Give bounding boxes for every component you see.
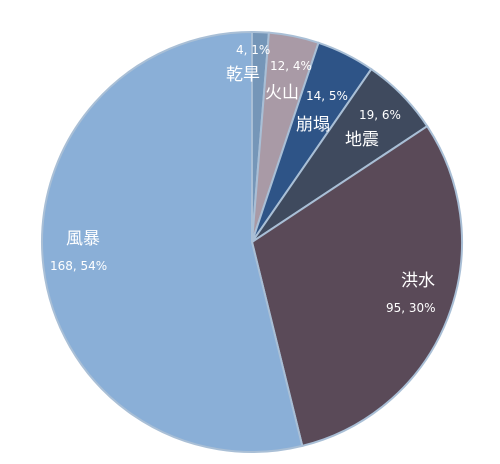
label-volcano-name: 火山 xyxy=(265,83,299,103)
label-earthquake-value: 19, 6% xyxy=(359,108,401,122)
label-earthquake-name: 地震 xyxy=(345,130,379,150)
pie-slice-4 xyxy=(250,124,463,448)
label-flood-value: 95, 30% xyxy=(386,301,436,315)
label-volcano-value: 12, 4% xyxy=(270,59,312,73)
label-landslide-name: 崩塌 xyxy=(296,115,330,135)
label-storm-name: 風暴 xyxy=(66,229,100,249)
pie-slice-5 xyxy=(41,30,304,453)
pie-slices xyxy=(41,30,463,453)
label-flood-name: 洪水 xyxy=(401,271,435,291)
label-landslide-value: 14, 5% xyxy=(306,89,348,103)
label-drought-value: 4, 1% xyxy=(236,43,270,57)
label-drought-name: 乾旱 xyxy=(226,65,260,85)
label-storm-value: 168, 54% xyxy=(50,259,107,273)
